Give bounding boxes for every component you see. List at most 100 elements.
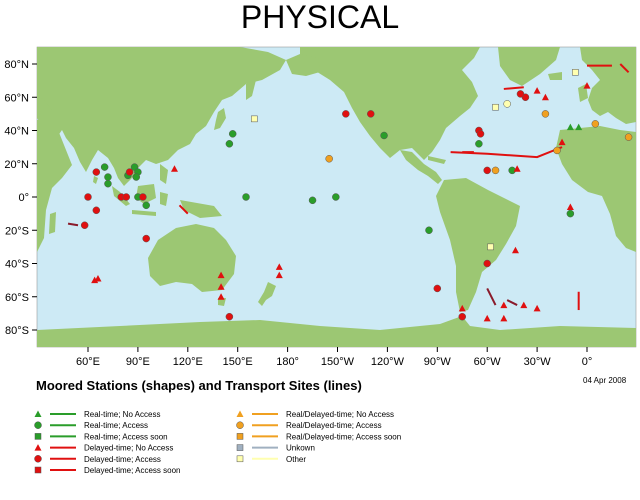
station-marker	[100, 163, 109, 171]
station-marker	[217, 293, 225, 300]
station-marker	[251, 115, 258, 123]
station-marker	[503, 100, 511, 108]
page-title: PHYSICAL	[240, 0, 400, 35]
transport-line	[619, 63, 630, 74]
station-marker	[342, 110, 350, 118]
station-marker	[80, 221, 89, 230]
station-marker	[591, 120, 600, 128]
latitude-axis: 80°N 60°N 40°N 20°N 0° 20°S 40°S 60°S 80°S	[4, 59, 37, 337]
station-marker	[139, 193, 147, 201]
legend-marker	[34, 444, 42, 451]
station-marker	[332, 193, 340, 201]
legend-label: Real-time; Access	[84, 421, 148, 430]
lat-tick-label: 80°N	[4, 59, 29, 71]
land-cuba	[428, 156, 446, 164]
station-marker	[541, 93, 549, 101]
legend-label: Delayed-time; No Access	[84, 444, 173, 453]
station-marker	[425, 226, 433, 234]
station-marker	[492, 103, 499, 111]
land-south-america	[436, 178, 520, 312]
station-marker	[94, 274, 102, 282]
lon-tick-label: 150°W	[321, 356, 355, 368]
lon-tick-label: 90°E	[126, 356, 150, 368]
lat-tick-label: 60°S	[5, 292, 29, 304]
station-marker	[458, 312, 466, 321]
legend-marker	[236, 455, 244, 463]
lon-tick-label: 180°	[276, 356, 299, 368]
station-marker	[513, 165, 521, 172]
land-java	[132, 210, 156, 216]
station-marker	[170, 165, 178, 172]
world-map: 80°N 60°N 40°N 20°N 0° 20°S 40°S 60°S 80°S 60°E 9…	[4, 46, 637, 368]
land-greenland	[498, 47, 560, 86]
land-sulawesi	[160, 192, 168, 206]
station-marker	[566, 203, 574, 210]
lat-tick-label: 40°N	[4, 126, 29, 138]
station-marker	[575, 123, 583, 131]
land-antarctica	[37, 316, 636, 347]
legend-title: Moored Stations (shapes) and Transport S…	[36, 378, 362, 393]
land-iceland	[548, 72, 562, 80]
station-marker	[566, 209, 575, 218]
moored-stations	[80, 69, 633, 322]
station-marker	[533, 87, 541, 94]
legend-label: Real-time; Access soon	[84, 432, 168, 441]
legend-marker	[236, 433, 244, 440]
land-tasmania	[218, 298, 226, 306]
station-marker	[500, 301, 508, 309]
station-marker	[558, 138, 566, 146]
transport-line	[503, 86, 524, 90]
legend-marker	[34, 410, 42, 417]
station-marker	[433, 284, 442, 293]
station-marker	[122, 193, 131, 201]
station-marker	[458, 304, 466, 312]
legend-label: Real/Delayed-time; No Access	[286, 410, 394, 419]
legend-marker	[34, 466, 42, 474]
legend-marker	[236, 410, 244, 417]
land-north-america	[300, 47, 480, 160]
land-asia	[37, 47, 286, 186]
land-new-guinea	[180, 200, 222, 218]
station-marker	[242, 193, 250, 201]
station-marker	[624, 133, 633, 141]
station-marker	[483, 259, 491, 268]
map-date: 04 Apr 2008	[583, 376, 627, 385]
land-australia	[148, 224, 236, 292]
station-marker	[308, 196, 317, 205]
land-sri-lanka	[93, 176, 98, 184]
lat-tick-label: 60°N	[4, 92, 29, 104]
station-marker	[325, 155, 333, 163]
station-marker	[511, 246, 519, 254]
station-marker	[225, 140, 234, 148]
legend-label: Other	[286, 455, 306, 464]
station-marker	[84, 193, 92, 201]
land-africa-east	[37, 118, 72, 252]
lon-tick-label: 60°W	[474, 356, 502, 368]
transport-line	[486, 287, 497, 306]
station-marker	[92, 168, 101, 176]
station-marker	[104, 173, 112, 181]
station-marker	[487, 243, 494, 251]
lat-tick-label: 40°S	[5, 259, 29, 271]
station-marker	[104, 179, 112, 188]
legend-label: Real/Delayed-time; Access	[286, 421, 382, 430]
station-marker	[142, 234, 150, 243]
station-marker	[533, 304, 541, 312]
station-marker	[541, 110, 550, 118]
station-marker	[483, 166, 491, 175]
legend-label: Delayed-time; Access	[84, 455, 161, 464]
legend-label: Real/Delayed-time; Access soon	[286, 432, 401, 441]
legend: Real-time; No Access Real-time; Access Rea…	[34, 410, 401, 475]
land-kamchatka	[246, 80, 256, 100]
transport-lines	[67, 63, 630, 311]
legend-marker	[34, 455, 42, 463]
legend-marker	[34, 421, 42, 429]
station-marker	[566, 123, 574, 131]
station-marker	[367, 110, 375, 118]
lon-tick-label: 150°E	[223, 356, 253, 368]
land-japan	[214, 108, 226, 130]
station-marker	[217, 283, 225, 290]
station-marker	[572, 69, 579, 76]
station-marker	[475, 140, 483, 148]
legend-label: Real-time; No Access	[84, 410, 160, 419]
